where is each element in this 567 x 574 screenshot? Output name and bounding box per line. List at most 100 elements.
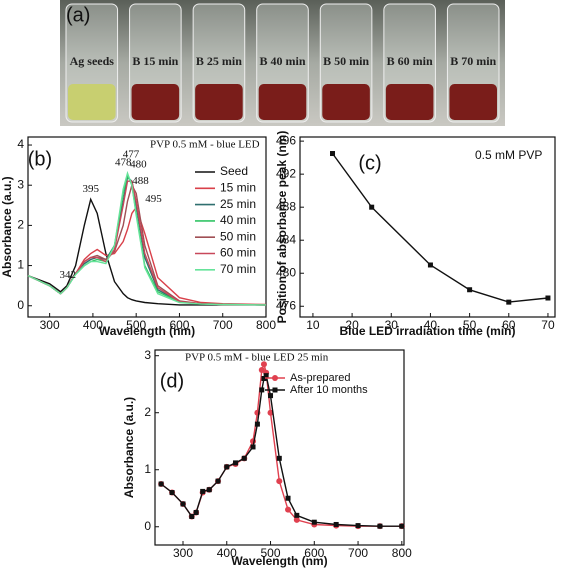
data-point [285,495,291,501]
vial-label: B 60 min [387,54,433,68]
legend-label: 70 min [220,262,256,276]
y-tick-label: 484 [276,232,296,246]
data-point [169,490,175,496]
y-tick-label: 476 [276,298,296,312]
data-point [369,204,375,210]
y-tick-label: 492 [276,166,296,180]
y-tick-label: 3 [17,177,24,191]
x-tick-label: 50 [463,318,477,332]
data-point [545,295,551,301]
data-point [330,151,336,157]
vial-liquid [258,84,307,120]
data-point [261,376,267,382]
data-point [224,464,230,470]
x-tick-label: 500 [261,546,281,560]
x-tick-label: 500 [126,318,146,332]
vial-label: Ag seeds [70,54,115,68]
data-point [399,523,405,529]
data-point [259,387,265,393]
vial-label: B 70 min [450,54,496,68]
data-point [206,487,212,493]
vial-label: B 50 min [323,54,369,68]
data-point [377,523,383,529]
data-point [294,512,300,518]
legend-marker [272,387,278,393]
x-tick-label: 20 [345,318,359,332]
data-point [285,506,292,513]
x-tick-label: 300 [40,318,60,332]
vial-label: B 25 min [196,54,242,68]
x-tick-label: 70 [541,318,555,332]
x-tick-label: 700 [213,318,233,332]
legend-label: Seed [220,164,248,178]
y-tick-label: 480 [276,265,296,279]
vial-label: B 40 min [259,54,305,68]
data-point [241,455,247,461]
y-tick-label: 2 [144,405,151,419]
plot-frame [299,136,556,318]
data-point [276,478,283,485]
x-tick-label: 600 [304,546,324,560]
legend-label: 50 min [220,229,256,243]
x-tick-label: 400 [217,546,237,560]
x-tick-label: 400 [83,318,103,332]
data-point [263,373,269,379]
legend-label: 15 min [220,180,256,194]
x-tick-label: 40 [424,318,438,332]
legend-marker [272,375,278,381]
chart: 10 20 30 40 50 60 70 476 480 484 488 492 496 Blue LED… [275,131,556,338]
peak-label: 395 [82,183,99,195]
y-tick-label: 3 [144,348,151,362]
x-tick-label: 30 [385,318,399,332]
y-tick-label: 0 [17,298,24,312]
series-line [160,374,402,527]
y-tick-label: 1 [17,258,24,272]
y-tick-label: 488 [276,199,296,213]
data-point [250,444,256,450]
y-axis-label: Position of absorbance peak (nm) [275,131,289,324]
y-axis-label: Absorbance (a.u.) [0,176,14,277]
vial-liquid [322,84,370,120]
data-point [276,455,282,461]
note: 0.5 mM PVP [475,148,542,162]
plot-frame [154,349,405,546]
data-point [427,262,433,268]
data-point [467,287,473,293]
data-point [180,501,186,507]
data-point [260,361,267,368]
legend-title: PVP 0.5 mM - blue LED [150,139,260,151]
data-point [355,523,361,529]
panel-label: (a) [66,4,90,26]
data-point [158,481,164,487]
vial-liquid [385,84,434,120]
x-tick-label: 300 [173,546,193,560]
data-point [193,510,199,515]
plot-frame [27,136,267,318]
vial-liquid [449,84,497,120]
vial-liquid [195,84,243,120]
y-tick-label: 4 [17,137,24,151]
panel-label: (c) [358,152,381,174]
y-tick-label: 1 [144,462,151,476]
data-point [293,516,300,523]
data-point [233,460,239,466]
data-point [333,521,339,527]
vial-liquid [68,84,116,120]
peak-label: 488 [132,175,149,187]
vial-liquid [131,84,180,120]
legend-label: After 10 months [290,384,368,396]
legend-label: As-prepared [290,372,351,384]
legend-title: PVP 0.5 mM - blue LED 25 min [185,352,329,364]
x-tick-label: 800 [392,546,412,560]
series-line [27,197,266,306]
peak-label: 477 [123,149,140,161]
data-point [215,478,221,484]
data-point [268,393,274,399]
peak-label: 478 [115,157,132,169]
y-tick-label: 496 [276,133,296,147]
peak-label: 495 [145,193,162,205]
x-tick-label: 800 [256,318,276,332]
y-axis-label: Absorbance (a.u.) [122,397,136,498]
x-axis-label: Wavelength (nm) [231,554,327,568]
